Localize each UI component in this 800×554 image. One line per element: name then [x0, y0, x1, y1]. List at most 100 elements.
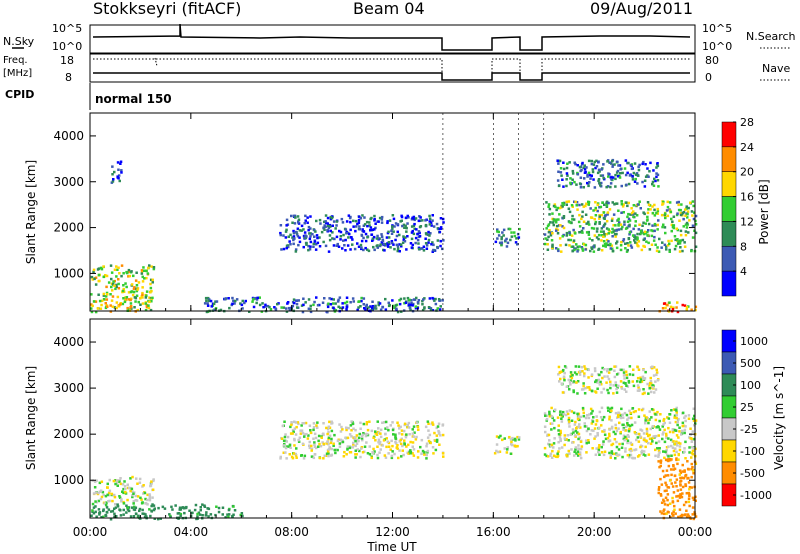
echo-cell — [643, 179, 647, 182]
echo-cell — [637, 368, 641, 371]
echo-cell — [420, 452, 423, 455]
echo-cell — [297, 299, 300, 302]
echo-cell — [674, 481, 677, 484]
echo-cell — [557, 162, 560, 165]
echo-cell — [377, 441, 380, 444]
echo-cell — [627, 161, 630, 165]
echo-cell — [438, 299, 442, 302]
echo-cell — [274, 308, 278, 311]
echo-cell — [92, 512, 96, 515]
echo-cell — [657, 440, 661, 443]
echo-cell — [627, 212, 630, 216]
echo-cell — [401, 444, 404, 448]
echo-cell — [102, 294, 106, 297]
echo-cell — [329, 225, 332, 228]
echo-cell — [576, 417, 580, 421]
echo-cell — [508, 227, 512, 231]
echo-cell — [637, 440, 641, 443]
echo-cell — [609, 182, 613, 185]
echo-cell — [348, 446, 352, 450]
echo-cell — [576, 431, 579, 434]
echo-cell — [193, 508, 197, 512]
echo-cell — [586, 175, 589, 178]
echo-cell — [92, 300, 96, 303]
echo-cell — [442, 221, 445, 224]
echo-cell — [577, 447, 580, 451]
echo-cell — [618, 176, 622, 179]
echo-cell — [610, 425, 614, 429]
echo-cell — [91, 502, 95, 506]
echo-cell — [605, 205, 609, 208]
echo-cell — [576, 454, 580, 457]
echo-cell — [374, 222, 377, 225]
echo-cell — [438, 230, 442, 234]
echo-cell — [584, 213, 588, 216]
echo-cell — [427, 238, 431, 242]
echo-cell — [90, 293, 93, 296]
echo-cell — [587, 386, 591, 389]
echo-cell — [198, 513, 202, 516]
echo-cell — [590, 226, 594, 230]
echo-cell — [206, 304, 210, 307]
echo-cell — [605, 242, 608, 245]
echo-cell — [548, 207, 552, 211]
echo-cell — [577, 425, 580, 429]
echo-cell — [590, 389, 594, 393]
echo-cell — [646, 382, 649, 386]
echo-cell — [333, 448, 336, 452]
echo-cell — [439, 305, 442, 308]
echo-cell — [551, 221, 555, 224]
echo-cell — [600, 181, 603, 185]
echo-cell — [139, 303, 142, 306]
echo-cell — [227, 508, 231, 512]
echo-cell — [609, 367, 613, 371]
echo-cell — [681, 485, 685, 489]
echo-cell — [663, 421, 666, 425]
echo-cell — [393, 247, 396, 251]
echo-cell — [518, 436, 521, 439]
echo-cell — [586, 414, 589, 417]
echo-cell — [600, 249, 604, 252]
echo-cell — [570, 448, 573, 451]
echo-cell — [359, 305, 362, 308]
echo-cell — [414, 438, 418, 441]
echo-cell — [600, 234, 604, 237]
nave-label: Nave — [762, 62, 790, 75]
echo-cell — [339, 306, 342, 310]
echo-cell — [318, 236, 321, 239]
echo-cell — [615, 391, 619, 394]
echo-cell — [597, 248, 600, 251]
echo-cell — [644, 421, 647, 425]
echo-cell — [293, 444, 296, 447]
echo-cell — [690, 486, 694, 489]
echo-cell — [626, 171, 629, 175]
echo-cell — [368, 224, 371, 227]
echo-cell — [646, 167, 649, 170]
echo-cell — [635, 236, 638, 239]
echo-cell — [179, 514, 182, 517]
echo-cell — [296, 235, 300, 238]
echo-cell — [137, 514, 140, 518]
echo-cell — [396, 247, 400, 250]
echo-cell — [686, 460, 689, 463]
echo-cell — [646, 230, 649, 234]
title: Stokkseyri (fitACF) — [93, 0, 241, 18]
echo-cell — [642, 244, 645, 248]
echo-cell — [280, 306, 283, 309]
echo-cell — [383, 249, 386, 252]
echo-cell — [666, 486, 669, 489]
echo-cell — [654, 454, 657, 458]
echo-cell — [357, 245, 361, 248]
echo-cell — [321, 301, 325, 304]
echo-cell — [378, 244, 382, 248]
cpid-panel: CPID normal 150 — [5, 83, 172, 110]
echo-cell — [673, 235, 677, 238]
echo-cell — [567, 200, 571, 203]
echo-cell — [403, 240, 407, 243]
echo-cell — [652, 169, 655, 172]
echo-cell — [111, 165, 114, 168]
echo-cell — [624, 435, 627, 439]
echo-cell — [105, 298, 109, 301]
echo-cell — [494, 240, 498, 244]
